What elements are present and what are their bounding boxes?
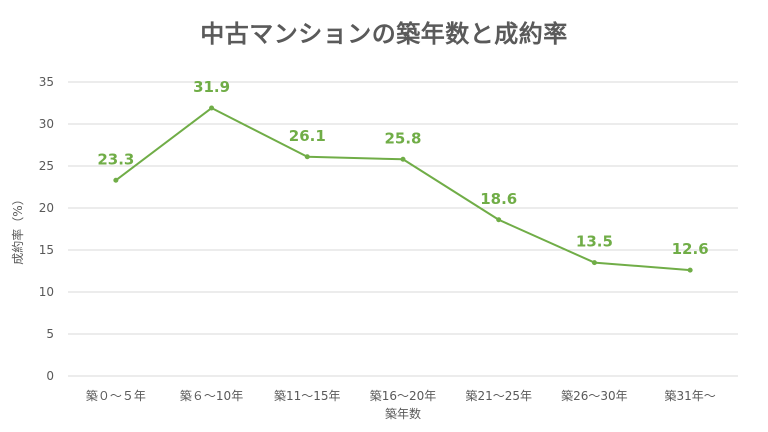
- y-tick-label-30: 30: [39, 117, 54, 131]
- data-labels: 23.3 31.9 26.1 25.8 18.6 13.5 12.6: [97, 78, 708, 258]
- data-label-1: 31.9: [193, 78, 230, 96]
- chart-title: 中古マンションの築年数と成約率: [200, 20, 568, 48]
- x-tick-label-1: 築６～10年: [180, 388, 243, 403]
- y-axis-ticks: 0 5 10 15 20 25 30 35: [39, 75, 54, 383]
- x-tick-label-2: 築11～15年: [274, 388, 341, 403]
- data-point-6: [687, 267, 693, 273]
- data-point-0: [113, 177, 119, 183]
- y-tick-label-0: 0: [46, 369, 54, 383]
- y-tick-label-10: 10: [39, 285, 54, 299]
- x-tick-label-5: 築26～30年: [561, 388, 628, 403]
- data-points: [113, 105, 693, 273]
- y-tick-label-20: 20: [39, 201, 54, 215]
- data-point-2: [304, 154, 310, 160]
- data-label-4: 18.6: [480, 190, 517, 208]
- data-point-1: [209, 105, 215, 111]
- data-label-5: 13.5: [576, 233, 613, 251]
- x-tick-label-3: 築16～20年: [370, 388, 437, 403]
- data-point-3: [400, 156, 406, 162]
- x-tick-label-4: 築21～25年: [465, 388, 532, 403]
- x-axis-ticks: 築０～５年 築６～10年 築11～15年 築16～20年 築21～25年 築26～30年 築…: [86, 388, 716, 403]
- data-label-6: 12.6: [672, 240, 709, 258]
- y-axis-title: 成約率（%）: [10, 193, 25, 264]
- x-axis-title: 築年数: [385, 406, 421, 421]
- y-tick-label-15: 15: [39, 243, 54, 257]
- x-tick-label-0: 築０～５年: [86, 388, 146, 403]
- data-point-5: [591, 260, 597, 266]
- data-point-4: [496, 217, 502, 223]
- data-label-2: 26.1: [289, 127, 326, 145]
- y-tick-label-35: 35: [39, 75, 54, 89]
- data-label-0: 23.3: [97, 150, 134, 168]
- data-label-3: 25.8: [384, 129, 421, 147]
- y-tick-label-5: 5: [46, 327, 54, 341]
- y-tick-label-25: 25: [39, 159, 54, 173]
- x-tick-label-6: 築31年～: [665, 388, 716, 403]
- grid-lines: [68, 81, 738, 377]
